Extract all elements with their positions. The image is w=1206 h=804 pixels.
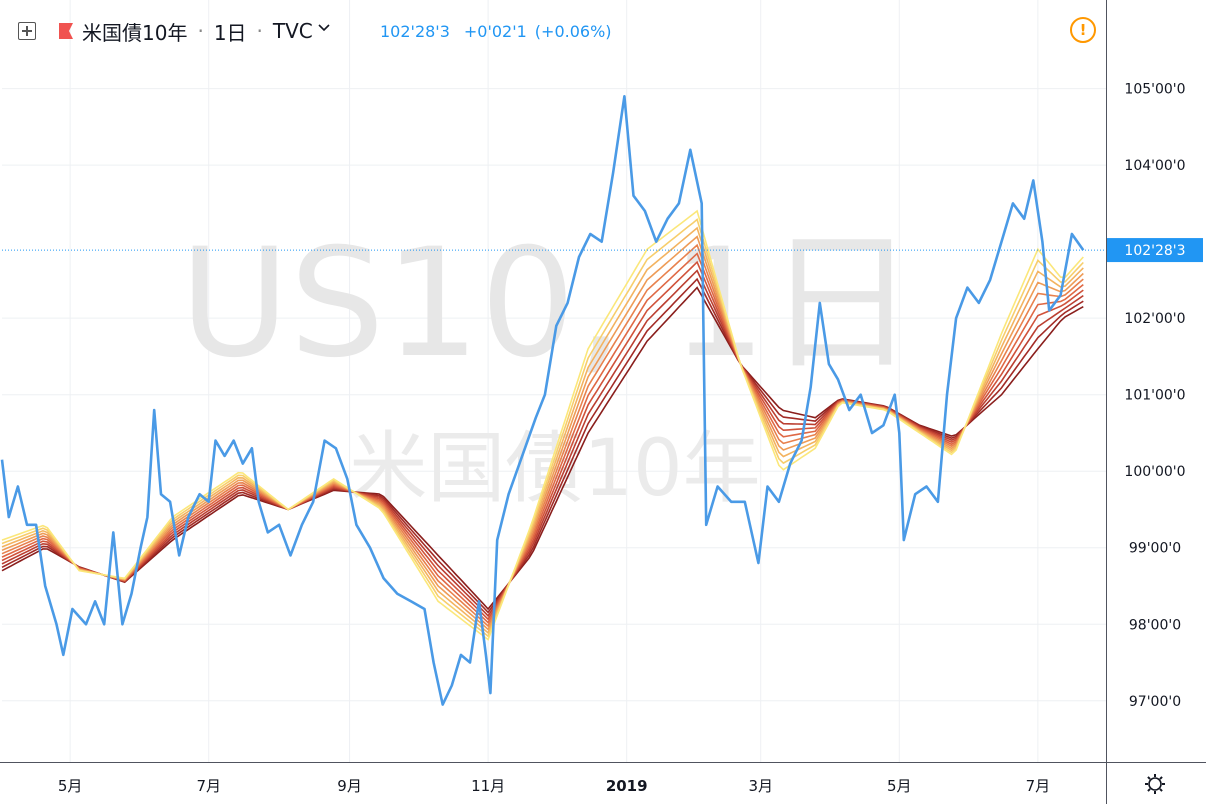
last-price-label: 102'28'3 <box>1124 243 1185 259</box>
symbol-name[interactable]: 米国債10年 <box>82 20 188 45</box>
gear-tooth <box>1147 788 1151 792</box>
y-tick-label: 99'00'0 <box>1129 541 1181 557</box>
x-tick-label: 2019 <box>606 777 648 795</box>
watermark-symbol: US10, 1日 <box>180 217 917 391</box>
source-label[interactable]: TVC <box>272 19 313 43</box>
flag-icon <box>59 23 73 39</box>
gear-tooth <box>1159 776 1163 780</box>
x-tick-label: 9月 <box>337 777 362 795</box>
y-tick-label: 104'00'0 <box>1124 158 1185 174</box>
y-tick-label: 105'00'0 <box>1124 82 1185 98</box>
y-tick-label: 102'00'0 <box>1124 311 1185 327</box>
gear-icon[interactable] <box>1145 774 1165 794</box>
ma-line <box>1 209 1084 641</box>
gear-tooth <box>1147 776 1151 780</box>
plus-square-icon[interactable] <box>18 22 36 40</box>
chevron-down-icon[interactable] <box>318 23 330 33</box>
exclamation-circle-icon[interactable]: ! <box>1070 17 1096 43</box>
y-tick-label: 100'00'0 <box>1124 464 1185 480</box>
change-percent: (+0.06%) <box>534 22 612 41</box>
last-price: 102'28'3 <box>380 22 450 41</box>
y-tick-label: 98'00'0 <box>1129 617 1181 633</box>
y-tick-label: 97'00'0 <box>1129 694 1181 710</box>
x-tick-label: 5月 <box>887 777 912 795</box>
chart-header: 米国債10年 · 1日 · TVC <box>18 14 330 48</box>
interval-button[interactable]: 1日 <box>213 20 247 45</box>
quote-values: 102'28'3 +0'02'1 (+0.06%) <box>380 22 612 41</box>
x-tick-label: 3月 <box>748 777 773 795</box>
ma-ribbon <box>1 209 1084 641</box>
x-tick-label: 5月 <box>58 777 83 795</box>
change-value: +0'02'1 <box>463 22 527 41</box>
x-tick-label: 11月 <box>471 777 505 795</box>
last-price-badge <box>1107 238 1203 263</box>
separator: · <box>197 19 204 43</box>
separator: · <box>256 19 263 43</box>
price-line <box>0 95 1085 706</box>
x-tick-label: 7月 <box>1026 777 1051 795</box>
x-tick-label: 7月 <box>196 777 221 795</box>
y-tick-label: 101'00'0 <box>1124 388 1185 404</box>
gear-ring <box>1148 777 1162 791</box>
gear-tooth <box>1159 788 1163 792</box>
